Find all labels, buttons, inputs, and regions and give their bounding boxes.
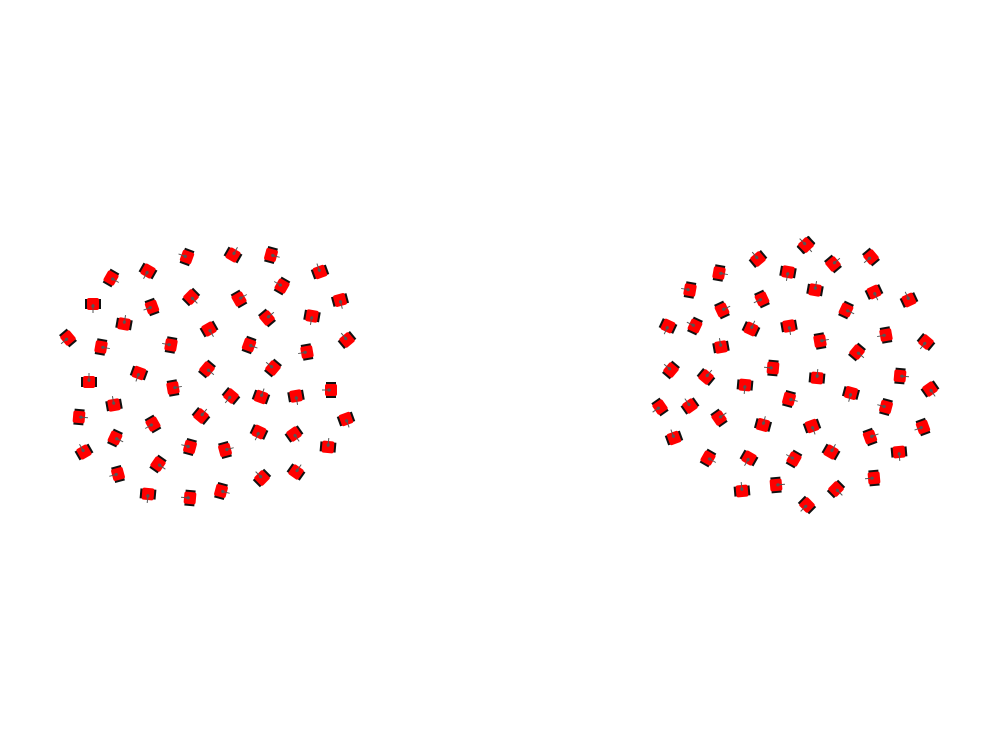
robot-body	[782, 319, 796, 333]
robot-sensor	[87, 378, 90, 381]
robot-body	[166, 381, 180, 395]
robot-body	[94, 340, 108, 354]
robot-sensor	[327, 388, 330, 391]
robot-sensor	[91, 304, 94, 307]
